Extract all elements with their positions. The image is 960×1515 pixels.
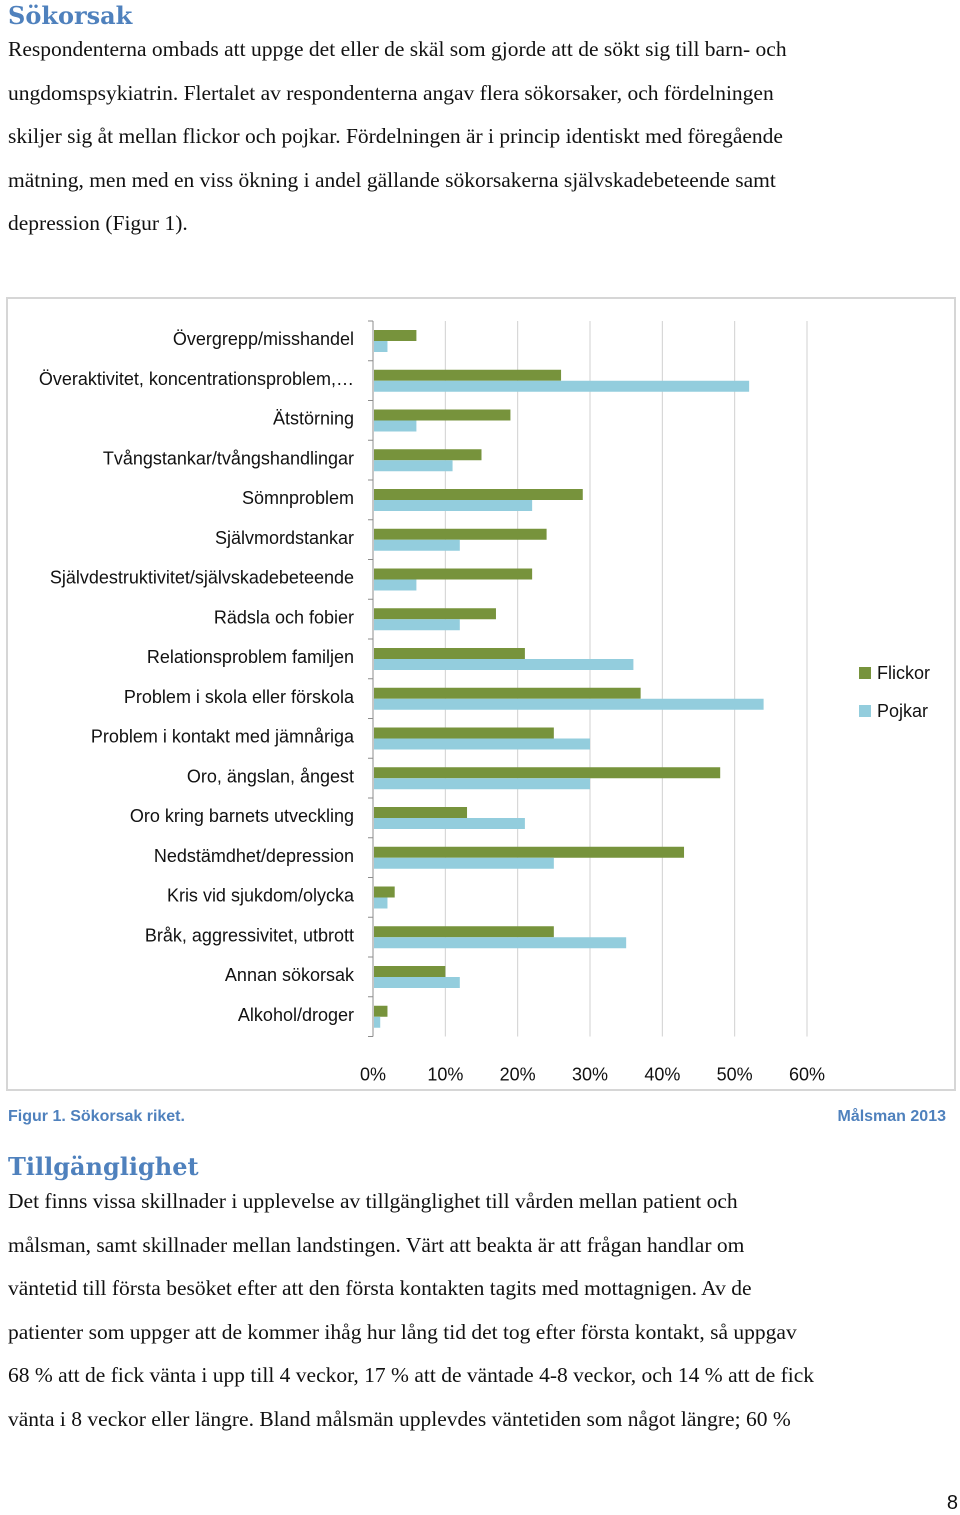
bar-flickor: [374, 767, 721, 779]
bar-flickor: [374, 489, 583, 500]
bar-pojkar: [374, 857, 554, 869]
text-line: ungdomspsykiatrin. Flertalet av responde…: [8, 80, 774, 105]
bar-pojkar: [374, 579, 417, 591]
bar-pojkar: [374, 897, 388, 909]
category-label: Tvångstankar/tvångshandlingar: [103, 448, 354, 468]
bar-pojkar: [374, 738, 590, 750]
x-tick-label: 40%: [644, 1065, 680, 1085]
bar-pojkar: [374, 500, 533, 511]
bar-pojkar: [374, 659, 634, 670]
bar-pojkar: [374, 818, 525, 829]
legend-swatch-pojkar: [859, 705, 871, 717]
bar-pojkar: [374, 619, 460, 631]
x-tick-label: 10%: [427, 1065, 463, 1085]
x-tick-label: 0%: [360, 1065, 386, 1085]
bar-flickor: [374, 727, 554, 739]
bar-flickor: [374, 648, 525, 659]
x-tick-label: 30%: [572, 1065, 608, 1085]
bar-flickor: [374, 409, 511, 421]
text-line: 68 % att de fick vänta i upp till 4 veck…: [8, 1363, 815, 1387]
text-line: skiljer sig åt mellan flickor och pojkar…: [8, 124, 783, 148]
text-line: mätning, men med en viss ökning i andel …: [8, 167, 776, 192]
section-heading-sokorsak: Sökorsak: [8, 1, 133, 30]
category-label: Nedstämdhet/depression: [154, 846, 354, 866]
bar-flickor: [374, 568, 533, 580]
figure-caption-source: Målsman 2013: [837, 1108, 946, 1125]
bar-flickor: [374, 966, 446, 977]
page-number: 8: [946, 1492, 958, 1514]
category-label: Annan sökorsak: [225, 965, 355, 985]
category-label: Självmordstankar: [215, 528, 354, 548]
bar-flickor: [374, 886, 395, 898]
bar-flickor: [374, 807, 468, 818]
bar-flickor: [374, 687, 641, 699]
bar-flickor: [374, 846, 685, 858]
legend-label-pojkar: Pojkar: [877, 701, 928, 721]
text-line: vänta i 8 veckor eller längre. Bland mål…: [8, 1406, 791, 1431]
category-label: Relationsproblem familjen: [147, 647, 354, 667]
bar-pojkar: [374, 977, 460, 988]
text-line: depression (Figur 1).: [8, 211, 188, 235]
bar-flickor: [374, 528, 547, 540]
legend-label-flickor: Flickor: [877, 663, 930, 683]
chart-figure-1: 0% 10% 20% 30% 40% 50% 60% Övergrepp/misshandel…: [6, 297, 956, 1091]
bar-pojkar: [374, 539, 460, 551]
category-label: Övergrepp/misshandel: [173, 329, 354, 349]
category-label: Ätstörning: [273, 409, 354, 429]
category-label: Kris vid sjukdom/olycka: [167, 886, 355, 906]
category-label: Alkohol/droger: [238, 1005, 354, 1025]
category-label: Sömnproblem: [242, 488, 354, 508]
category-label: Problem i kontakt med jämnåriga: [91, 727, 355, 747]
bar-pojkar: [374, 380, 750, 392]
text-line: patienter som uppger att de kommer ihåg …: [8, 1319, 797, 1344]
x-tick-label: 60%: [789, 1065, 825, 1085]
category-label: Överaktivitet, koncentrationsproblem,…: [39, 369, 354, 389]
bar-flickor: [374, 608, 496, 620]
bar-pojkar: [374, 341, 388, 352]
bar-flickor: [374, 1005, 388, 1017]
x-tick-label: 50%: [717, 1065, 753, 1085]
x-tick-label: 20%: [500, 1065, 536, 1085]
bar-pojkar: [374, 937, 627, 949]
text-line: målsman, samt skillnader mellan landstin…: [8, 1232, 745, 1257]
bar-pojkar: [374, 778, 590, 790]
bar-flickor: [374, 330, 417, 341]
category-label: Oro kring barnets utveckling: [130, 806, 354, 826]
bar-flickor: [374, 369, 562, 381]
figure-caption: Figur 1. Sökorsak riket.: [8, 1108, 185, 1125]
category-label: Oro, ängslan, ångest: [187, 766, 354, 786]
bar-pojkar: [374, 1016, 381, 1028]
legend-swatch-flickor: [859, 667, 871, 679]
text-line: Det finns vissa skillnader i upplevelse …: [8, 1189, 738, 1213]
bar-pojkar: [374, 698, 764, 710]
bar-pojkar: [374, 460, 453, 472]
text-line: väntetid till första besöket efter att d…: [8, 1276, 752, 1300]
category-label: Rädsla och fobier: [214, 607, 354, 627]
section-heading-tillganglighet: Tillgänglighet: [8, 1152, 199, 1181]
category-label: Bråk, aggressivitet, utbrott: [145, 925, 354, 945]
text-line: Respondenterna ombads att uppge det elle…: [8, 37, 787, 61]
paragraph-sokorsak: Respondenterna ombads att uppge det elle…: [8, 28, 958, 246]
bar-flickor: [374, 926, 554, 938]
category-label: Självdestruktivitet/självskadebeteende: [50, 568, 354, 588]
paragraph-tillganglighet: Det finns vissa skillnader i upplevelse …: [8, 1180, 958, 1441]
bar-flickor: [374, 449, 482, 461]
bar-chart: 0% 10% 20% 30% 40% 50% 60% Övergrepp/misshandel…: [39, 320, 930, 1085]
category-label: Problem i skola eller förskola: [124, 687, 355, 707]
bar-pojkar: [374, 420, 417, 432]
